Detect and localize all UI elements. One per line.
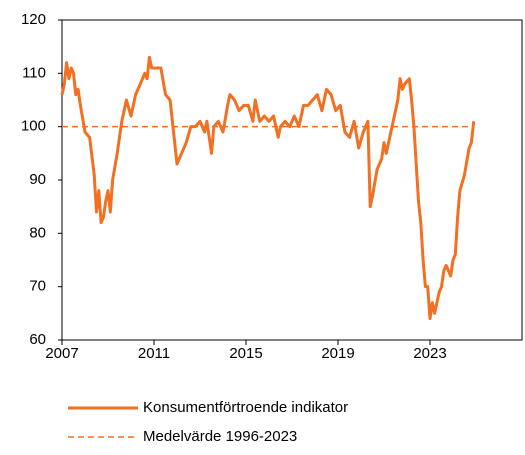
- legend-label: Konsumentförtroende indikator: [143, 399, 348, 416]
- x-tick-label: 2007: [45, 345, 78, 362]
- x-tick-label: 2011: [138, 345, 170, 362]
- plot-frame: [61, 19, 523, 341]
- x-tick-label: 2015: [229, 345, 262, 362]
- y-tick-label: 90: [29, 171, 46, 188]
- series-line: [60, 55, 476, 321]
- x-tick-label: 2023: [413, 345, 446, 362]
- y-tick-label: 70: [29, 278, 46, 295]
- y-tick-label: 110: [22, 64, 46, 81]
- y-tick-label: 80: [29, 224, 46, 241]
- x-tick-label: 2019: [321, 345, 354, 362]
- legend-label: Medelvärde 1996-2023: [143, 428, 297, 445]
- y-tick-label: 120: [21, 11, 46, 28]
- y-tick-label: 60: [29, 331, 46, 348]
- y-tick-label: 100: [21, 118, 46, 135]
